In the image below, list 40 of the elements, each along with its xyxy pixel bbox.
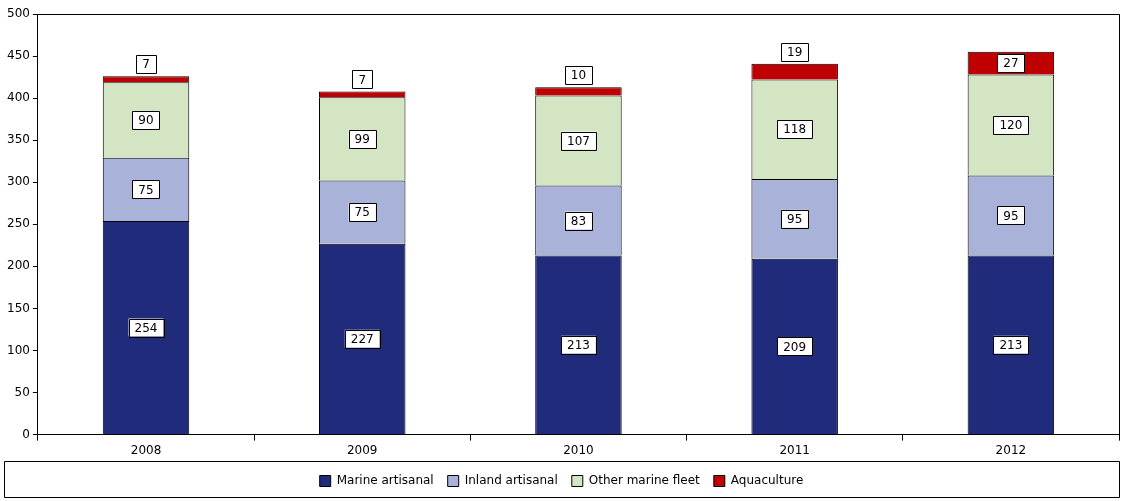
x-tick-label: 2009 xyxy=(346,442,378,457)
y-tick-label: 450 xyxy=(7,48,30,63)
x-tick-label: 2008 xyxy=(130,442,162,457)
data-label: 254 xyxy=(134,320,158,335)
data-label: 227 xyxy=(350,332,374,346)
data-label: 95 xyxy=(787,211,803,226)
data-label: 95 xyxy=(1003,208,1019,223)
x-tick-label: 2011 xyxy=(779,442,810,457)
data-label: 7 xyxy=(358,72,367,87)
data-label: 209 xyxy=(783,339,807,354)
y-tick-label: 350 xyxy=(7,132,30,147)
x-tick-label: 2012 xyxy=(995,442,1027,457)
y-tick-label: 150 xyxy=(7,300,30,315)
legend-label: Other marine fleet xyxy=(588,473,701,488)
y-tick-label: 300 xyxy=(7,174,30,189)
data-label: 213 xyxy=(999,337,1023,352)
legend-label: Aquaculture xyxy=(730,473,804,488)
data-label: 107 xyxy=(567,133,590,148)
y-tick-label: 400 xyxy=(7,90,30,105)
data-label: 83 xyxy=(570,213,587,228)
data-label: 99 xyxy=(354,132,370,147)
y-tick-label: 500 xyxy=(7,6,30,21)
data-label: 27 xyxy=(1003,56,1019,71)
y-tick-label: 250 xyxy=(7,216,30,231)
data-label: 7 xyxy=(142,57,150,72)
data-label: 90 xyxy=(138,113,154,128)
data-label: 213 xyxy=(567,337,590,352)
y-tick-label: 100 xyxy=(7,342,30,357)
data-label: 120 xyxy=(999,118,1023,133)
y-tick-label: 50 xyxy=(14,384,30,399)
y-tick-label: 200 xyxy=(7,258,30,273)
data-label: 10 xyxy=(570,68,587,83)
data-label: 118 xyxy=(783,122,807,137)
y-tick-label: 0 xyxy=(22,426,30,441)
legend-label: Inland artisanal xyxy=(464,473,558,488)
x-tick-label: 2010 xyxy=(563,442,594,457)
legend-label: Marine artisanal xyxy=(336,473,434,488)
data-label: 75 xyxy=(138,182,154,197)
data-label: 75 xyxy=(354,205,370,220)
data-label: 19 xyxy=(787,44,803,59)
